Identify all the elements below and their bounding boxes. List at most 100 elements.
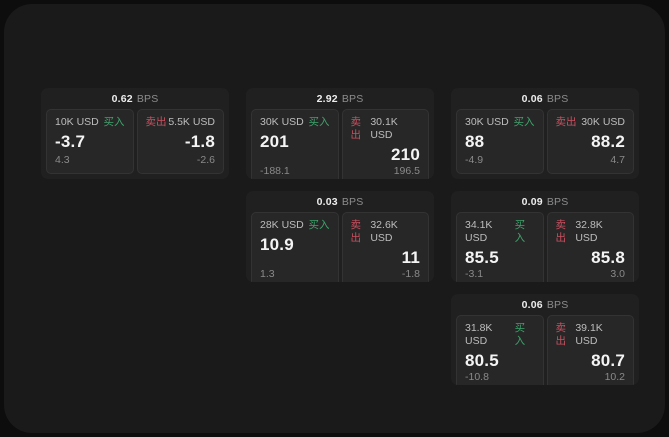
spread-header: 0.09 BPS [451,191,639,212]
buy-delta: -188.1 [260,165,290,177]
spread-value: 0.09 [521,195,543,208]
spread-header: 0.03 BPS [246,191,434,212]
sell-delta: 3.0 [610,268,625,280]
sell-size: 32.8K USD [575,219,603,244]
spread-unit-label: BPS [546,92,569,105]
buy-delta: -3.1 [465,268,484,280]
buy-tile[interactable]: 31.8K USD 买入 80.5 -10.8 [456,315,544,385]
sell-tile-top-row: 卖出 32.8K USD [556,219,626,245]
buy-size: 10K USD [55,116,99,128]
spread-header: 2.92 BPS [246,88,434,109]
spread-header: 0.06 BPS [451,88,639,109]
quote-card: 0.03 BPS 28K USD 买入 10.9 1.3 卖出 32.6K US… [246,191,434,282]
sell-label: 卖出 [350,116,362,141]
quote-card-body: 30K USD 买入 88 -4.9 卖出 30K USD 88.2 4.7 [451,109,639,179]
quote-card: 0.06 BPS 31.8K USD 买入 80.5 -10.8 卖出 39.1… [451,294,639,385]
quote-card-body: 31.8K USD 买入 80.5 -10.8 卖出 39.1K USD 80.… [451,315,639,385]
sell-size: 5.5K USD [168,116,215,128]
spread-unit-label: BPS [546,195,569,208]
quote-card: 0.62 BPS 10K USD 买入 -3.7 4.3 卖出 5.5K USD… [41,88,229,179]
spread-unit-label: BPS [341,92,364,105]
buy-tile[interactable]: 10K USD 买入 -3.7 4.3 [46,109,134,174]
quote-card-body: 28K USD 买入 10.9 1.3 卖出 32.6K USD 11 -1.8 [246,212,434,282]
buy-label: 买入 [513,116,535,128]
sell-label: 卖出 [145,116,167,128]
spread-value: 0.03 [316,195,338,208]
buy-delta: 4.3 [55,154,70,166]
buy-delta: 1.3 [260,268,275,280]
sell-tile[interactable]: 卖出 30.1K USD 210 196.5 [341,109,429,179]
sell-label: 卖出 [555,322,567,347]
spread-unit-label: BPS [546,298,569,311]
sell-tile[interactable]: 卖出 32.6K USD 11 -1.8 [341,212,429,282]
sell-price: 80.7 [591,351,625,370]
main-panel: 0.62 BPS 10K USD 买入 -3.7 4.3 卖出 5.5K USD… [4,4,665,433]
buy-tile[interactable]: 30K USD 买入 88 -4.9 [456,109,544,174]
buy-price: 88 [465,132,485,151]
buy-label: 买入 [514,219,526,244]
buy-tile-top-row: 34.1K USD 买入 [465,219,535,245]
spread-value: 0.62 [111,92,133,105]
sell-price: -1.8 [184,132,215,151]
sell-price: 11 [401,248,420,267]
spread-header: 0.06 BPS [451,294,639,315]
sell-tile-top-row: 卖出 32.6K USD [351,219,421,245]
quote-card: 2.92 BPS 30K USD 买入 201 -188.1 卖出 30.1K … [246,88,434,179]
spread-value: 0.06 [521,298,543,311]
buy-label: 买入 [308,116,330,128]
spread-unit-label: BPS [136,92,159,105]
sell-delta: -1.8 [401,268,420,280]
sell-size: 30K USD [581,116,625,128]
sell-label: 卖出 [555,219,567,244]
buy-tile-top-row: 28K USD 买入 [260,219,330,232]
spread-value: 0.06 [521,92,543,105]
quote-card-body: 34.1K USD 买入 85.5 -3.1 卖出 32.8K USD 85.8… [451,212,639,282]
sell-label: 卖出 [555,116,577,128]
buy-tile-top-row: 31.8K USD 买入 [465,322,535,348]
quote-card: 0.06 BPS 30K USD 买入 88 -4.9 卖出 30K USD 8… [451,88,639,179]
buy-size: 30K USD [260,116,304,128]
buy-price: 85.5 [465,248,499,267]
buy-tile[interactable]: 30K USD 买入 201 -188.1 [251,109,339,179]
buy-delta: -10.8 [465,371,489,383]
buy-size: 28K USD [260,219,304,231]
quote-card: 0.09 BPS 34.1K USD 买入 85.5 -3.1 卖出 32.8K… [451,191,639,282]
buy-size: 34.1K USD [465,219,493,244]
sell-size: 39.1K USD [575,322,603,347]
sell-delta: 10.2 [604,371,625,383]
sell-tile-top-row: 卖出 30.1K USD [351,116,421,142]
sell-price: 88.2 [591,132,625,151]
sell-label: 卖出 [350,219,362,244]
sell-tile-top-row: 卖出 30K USD [556,116,626,129]
buy-label: 买入 [308,219,330,231]
spread-unit-label: BPS [341,195,364,208]
sell-size: 32.6K USD [370,219,398,244]
sell-delta: 4.7 [610,154,625,166]
buy-tile[interactable]: 28K USD 买入 10.9 1.3 [251,212,339,282]
quote-cards-grid: 0.62 BPS 10K USD 买入 -3.7 4.3 卖出 5.5K USD… [41,88,639,385]
buy-tile-top-row: 10K USD 买入 [55,116,125,129]
quote-card-body: 30K USD 买入 201 -188.1 卖出 30.1K USD 210 1… [246,109,434,179]
buy-tile[interactable]: 34.1K USD 买入 85.5 -3.1 [456,212,544,282]
sell-tile[interactable]: 卖出 5.5K USD -1.8 -2.6 [136,109,224,174]
sell-tile[interactable]: 卖出 39.1K USD 80.7 10.2 [546,315,634,385]
sell-size: 30.1K USD [370,116,398,141]
sell-price: 210 [391,145,420,164]
buy-delta: -4.9 [465,154,484,166]
sell-tile-top-row: 卖出 5.5K USD [146,116,216,129]
buy-size: 31.8K USD [465,322,493,347]
buy-size: 30K USD [465,116,509,128]
buy-tile-top-row: 30K USD 买入 [465,116,535,129]
buy-tile-top-row: 30K USD 买入 [260,116,330,129]
spread-value: 2.92 [316,92,338,105]
buy-price: 10.9 [260,235,294,254]
sell-price: 85.8 [591,248,625,267]
buy-price: 201 [260,132,289,151]
quote-card-body: 10K USD 买入 -3.7 4.3 卖出 5.5K USD -1.8 -2.… [41,109,229,179]
sell-tile[interactable]: 卖出 32.8K USD 85.8 3.0 [546,212,634,282]
sell-tile-top-row: 卖出 39.1K USD [556,322,626,348]
sell-tile[interactable]: 卖出 30K USD 88.2 4.7 [546,109,634,174]
buy-label: 买入 [103,116,125,128]
sell-delta: 196.5 [393,165,420,177]
